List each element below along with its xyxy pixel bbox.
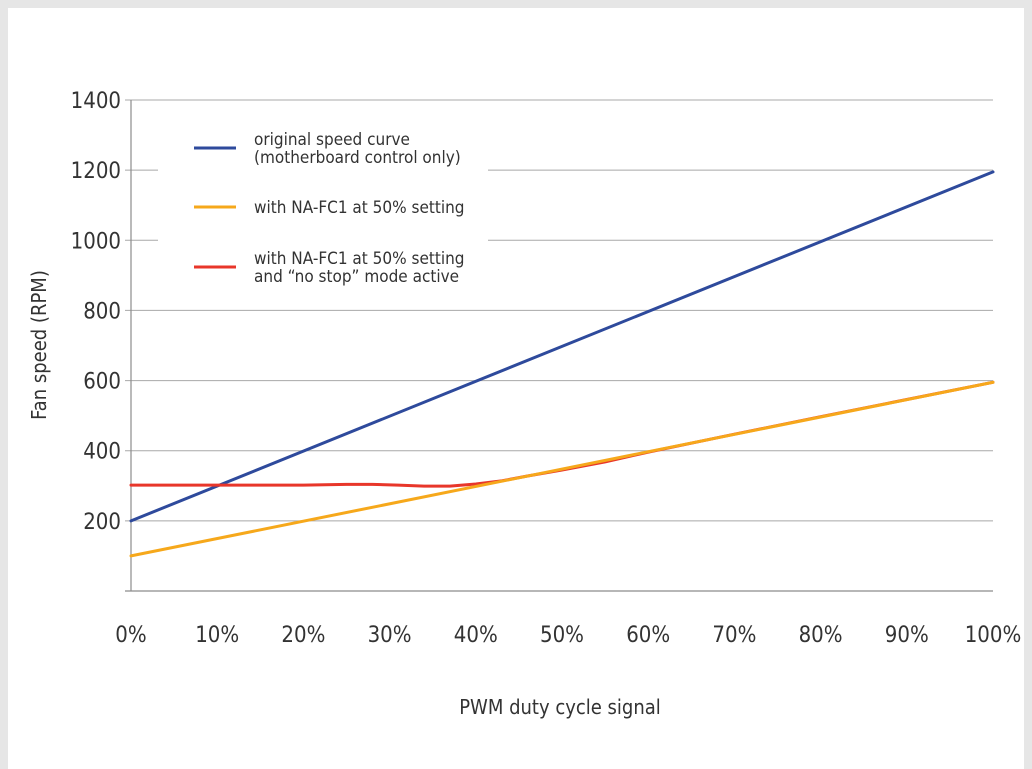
- legend-label-0-1: (motherboard control only): [254, 148, 461, 168]
- chart-panel: 200 400 600 800 1000 1200 1400 0% 10% 20% 30% 40% 5…: [8, 8, 1024, 769]
- x-tick-label-20: 20%: [281, 623, 325, 648]
- x-tick-label-10: 10%: [195, 623, 239, 648]
- y-tick-label-600: 600: [83, 370, 121, 395]
- x-tick-label-40: 40%: [454, 623, 498, 648]
- fan-speed-chart: 200 400 600 800 1000 1200 1400 0% 10% 20% 30% 40% 5…: [27, 89, 1021, 719]
- y-axis-title: Fan speed (RPM): [27, 270, 51, 420]
- x-tick-label-100: 100%: [965, 623, 1022, 648]
- series-layer: [129, 170, 995, 558]
- y-tick-label-1000: 1000: [71, 229, 121, 254]
- x-tick-label-70: 70%: [712, 623, 756, 648]
- legend-label-1-0: with NA-FC1 at 50% setting: [254, 198, 465, 218]
- x-tick-label-50: 50%: [540, 623, 584, 648]
- legend: original speed curve(motherboard control…: [158, 112, 488, 300]
- x-tick-label-30: 30%: [368, 623, 412, 648]
- y-tick-label-800: 800: [83, 299, 121, 324]
- x-tick-label-0: 0%: [115, 623, 146, 648]
- y-tick-label-1400: 1400: [71, 89, 121, 114]
- y-tick-labels: 200 400 600 800 1000 1200 1400: [71, 89, 121, 535]
- y-tick-label-200: 200: [83, 510, 121, 535]
- x-tick-labels: 0% 10% 20% 30% 40% 50% 60% 70% 80% 90% 100%: [115, 623, 1021, 648]
- series-line-0: [129, 170, 995, 523]
- x-tick-label-60: 60%: [626, 623, 670, 648]
- axis-layer: [125, 100, 993, 592]
- x-tick-label-80: 80%: [799, 623, 843, 648]
- y-tick-label-1200: 1200: [71, 159, 121, 184]
- x-axis-title: PWM duty cycle signal: [459, 695, 661, 719]
- x-tick-label-90: 90%: [885, 623, 929, 648]
- legend-label-0-0: original speed curve: [254, 130, 410, 150]
- legend-label-2-0: with NA-FC1 at 50% setting: [254, 249, 465, 269]
- legend-label-2-1: and “no stop” mode active: [254, 267, 459, 287]
- series-line-2: [129, 380, 995, 558]
- y-tick-label-400: 400: [83, 440, 121, 465]
